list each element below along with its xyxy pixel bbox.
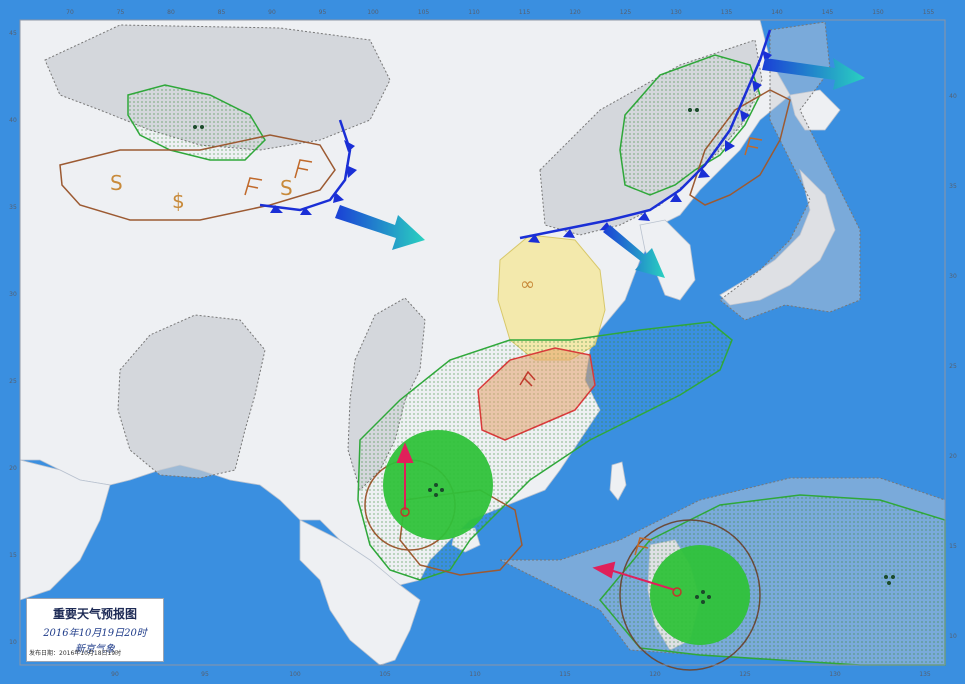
axis-tick-label: 90 [268, 9, 276, 16]
fog-icon: ∞ [520, 274, 535, 295]
wind-flag-icons [244, 137, 763, 556]
land-india [19, 459, 111, 601]
legend-org: 新京气象 [75, 644, 115, 655]
typhoon-arrow-west [396, 442, 414, 510]
rain-zone-north [127, 84, 266, 161]
axis-tick-label: 105 [418, 9, 430, 16]
axis-tick-label: 105 [379, 671, 391, 678]
typhoon-center-west [400, 507, 410, 517]
left-latitude-axis: 45 40 35 30 25 20 15 10 [9, 30, 17, 646]
axis-tick-label: 30 [949, 273, 957, 280]
sand-icon: S [280, 176, 293, 200]
axis-tick-label: 115 [559, 671, 571, 678]
typhoon-center-east [672, 587, 682, 597]
axis-tick-label: 100 [367, 9, 379, 16]
legend-valid-time: 2016年10月19日20时 [43, 628, 147, 639]
axis-tick-label: 130 [670, 9, 682, 16]
map-frame [19, 19, 946, 666]
axis-tick-label: 10 [949, 633, 957, 640]
rain-zone-ne [619, 54, 761, 196]
axis-tick-label: 135 [919, 671, 931, 678]
thunder-zone [477, 347, 596, 441]
axis-tick-label: 100 [289, 671, 301, 678]
haze-zone-tibet [117, 314, 266, 479]
axis-tick-label: 140 [771, 9, 783, 16]
axis-tick-label: 45 [9, 30, 17, 37]
axis-tick-label: 75 [117, 9, 125, 16]
axis-tick-label: 15 [949, 543, 957, 550]
axis-tick-label: 10 [9, 639, 17, 646]
wind-arrow-korea [603, 225, 665, 278]
sand-icon: $ [172, 189, 185, 213]
axis-tick-label: 40 [9, 117, 17, 124]
top-longitude-axis: 70 75 80 85 90 95 100 105 110 115 120 125 130 135 140 1… [66, 9, 934, 16]
axis-tick-label: 95 [319, 9, 327, 16]
axis-tick-label: 155 [923, 9, 935, 16]
cold-front-teeth [270, 50, 772, 243]
axis-tick-label: 125 [620, 9, 632, 16]
right-latitude-axis: 40 35 30 25 20 15 10 [949, 93, 957, 640]
legend-issued: 发布日期：2016年10月18日19时 [29, 650, 122, 657]
axis-tick-label: 110 [469, 671, 481, 678]
axis-tick-label: 15 [9, 552, 17, 559]
axis-tick-label: 80 [167, 9, 175, 16]
axis-tick-label: 125 [739, 671, 751, 678]
wind-zone-typhoon-e [619, 519, 761, 671]
haze-zone-japan [719, 21, 861, 321]
axis-tick-label: 25 [9, 378, 17, 385]
axis-tick-label: 115 [519, 9, 531, 16]
rain-symbols [193, 108, 895, 604]
wind-arrow-japan [762, 58, 865, 90]
land-japan [719, 168, 836, 306]
axis-tick-label: 30 [9, 291, 17, 298]
land-taiwan [609, 461, 627, 501]
sand-icon: S [110, 171, 123, 195]
heavy-rain-area-east [650, 545, 750, 645]
legend-title: 重要天气预报图 [52, 607, 137, 621]
axis-tick-label: 35 [949, 183, 957, 190]
cold-front-east [519, 29, 772, 240]
land-indochina [299, 519, 421, 666]
axis-tick-label: 150 [872, 9, 884, 16]
legend-box: 重要天气预报图 2016年10月19日20时 新京气象 [26, 598, 164, 662]
axis-tick-label: 130 [829, 671, 841, 678]
axis-tick-label: 40 [949, 93, 957, 100]
axis-tick-label: 120 [569, 9, 581, 16]
wind-arrow-west [335, 205, 425, 250]
typhoon-arrow-east [592, 561, 676, 591]
axis-tick-label: 90 [111, 671, 119, 678]
axis-tick-label: 35 [9, 204, 17, 211]
axis-tick-label: 20 [949, 453, 957, 460]
axis-tick-label: 25 [949, 363, 957, 370]
land-hokkaido [789, 89, 841, 131]
axis-tick-label: 20 [9, 465, 17, 472]
axis-tick-label: 95 [201, 671, 209, 678]
wind-zone-tibet [59, 134, 336, 221]
axis-tick-label: 70 [66, 9, 74, 16]
wind-zone-japan [689, 89, 791, 206]
axis-tick-label: 135 [721, 9, 733, 16]
bottom-longitude-axis: 90 95 100 105 110 115 120 125 130 135 [111, 671, 931, 678]
axis-tick-label: 85 [218, 9, 226, 16]
axis-tick-label: 145 [822, 9, 834, 16]
axis-tick-label: 110 [468, 9, 480, 16]
axis-tick-label: 120 [649, 671, 661, 678]
